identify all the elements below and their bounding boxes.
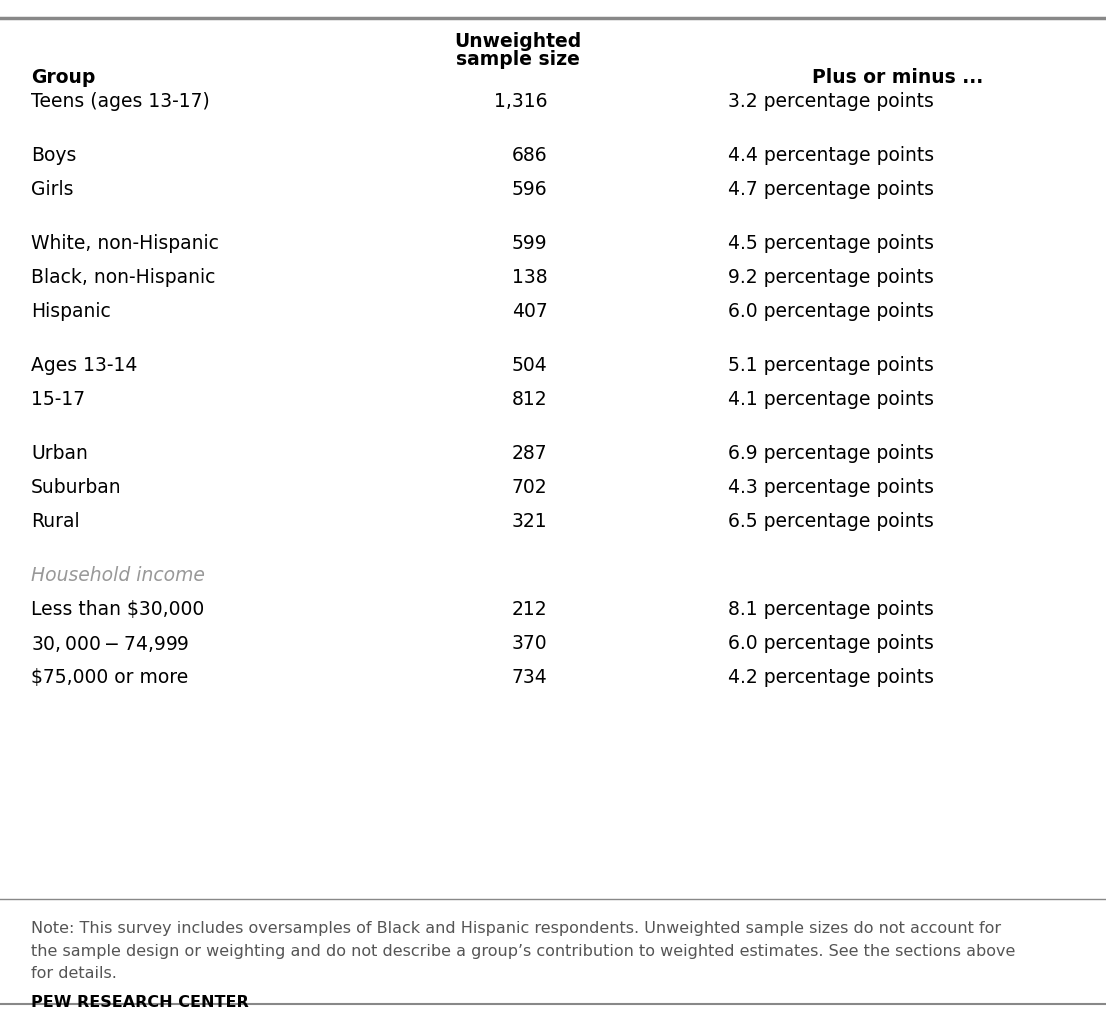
Text: 5.1 percentage points: 5.1 percentage points — [728, 356, 933, 375]
Text: Girls: Girls — [31, 180, 73, 199]
Text: Teens (ages 13-17): Teens (ages 13-17) — [31, 92, 210, 111]
Text: 6.5 percentage points: 6.5 percentage points — [728, 512, 933, 531]
Text: 4.3 percentage points: 4.3 percentage points — [728, 478, 933, 497]
Text: 4.5 percentage points: 4.5 percentage points — [728, 234, 933, 253]
Text: Hispanic: Hispanic — [31, 302, 111, 321]
Text: 6.0 percentage points: 6.0 percentage points — [728, 634, 933, 653]
Text: 3.2 percentage points: 3.2 percentage points — [728, 92, 933, 111]
Text: Ages 13-14: Ages 13-14 — [31, 356, 137, 375]
Text: Less than $30,000: Less than $30,000 — [31, 600, 205, 619]
Text: White, non-Hispanic: White, non-Hispanic — [31, 234, 219, 253]
Text: Household income: Household income — [31, 566, 205, 585]
Text: Urban: Urban — [31, 444, 87, 463]
Text: 8.1 percentage points: 8.1 percentage points — [728, 600, 933, 619]
Text: Unweighted: Unweighted — [453, 31, 582, 51]
Text: 15-17: 15-17 — [31, 390, 85, 409]
Text: PEW RESEARCH CENTER: PEW RESEARCH CENTER — [31, 995, 249, 1010]
Text: Boys: Boys — [31, 146, 76, 165]
Text: 138: 138 — [512, 268, 547, 287]
Text: Suburban: Suburban — [31, 478, 122, 497]
Text: Note: This survey includes oversamples of Black and Hispanic respondents. Unweig: Note: This survey includes oversamples o… — [31, 922, 1015, 980]
Text: 6.9 percentage points: 6.9 percentage points — [728, 444, 933, 463]
Text: sample size: sample size — [456, 50, 580, 69]
Text: 4.4 percentage points: 4.4 percentage points — [728, 146, 933, 165]
Text: 504: 504 — [512, 356, 547, 375]
Text: 287: 287 — [512, 444, 547, 463]
Text: 407: 407 — [512, 302, 547, 321]
Text: Group: Group — [31, 68, 95, 87]
Text: 4.2 percentage points: 4.2 percentage points — [728, 668, 933, 687]
Text: 6.0 percentage points: 6.0 percentage points — [728, 302, 933, 321]
Text: 596: 596 — [512, 180, 547, 199]
Text: 1,316: 1,316 — [494, 92, 547, 111]
Text: 734: 734 — [512, 668, 547, 687]
Text: 599: 599 — [512, 234, 547, 253]
Text: $75,000 or more: $75,000 or more — [31, 668, 188, 687]
Text: $30,000 - $74,999: $30,000 - $74,999 — [31, 634, 189, 654]
Text: Plus or minus ...: Plus or minus ... — [812, 68, 983, 87]
Text: Black, non-Hispanic: Black, non-Hispanic — [31, 268, 216, 287]
Text: 321: 321 — [512, 512, 547, 531]
Text: 4.1 percentage points: 4.1 percentage points — [728, 390, 933, 409]
Text: 686: 686 — [512, 146, 547, 165]
Text: 812: 812 — [512, 390, 547, 409]
Text: 702: 702 — [512, 478, 547, 497]
Text: 370: 370 — [512, 634, 547, 653]
Text: Rural: Rural — [31, 512, 80, 531]
Text: 9.2 percentage points: 9.2 percentage points — [728, 268, 933, 287]
Text: 212: 212 — [512, 600, 547, 619]
Text: 4.7 percentage points: 4.7 percentage points — [728, 180, 933, 199]
